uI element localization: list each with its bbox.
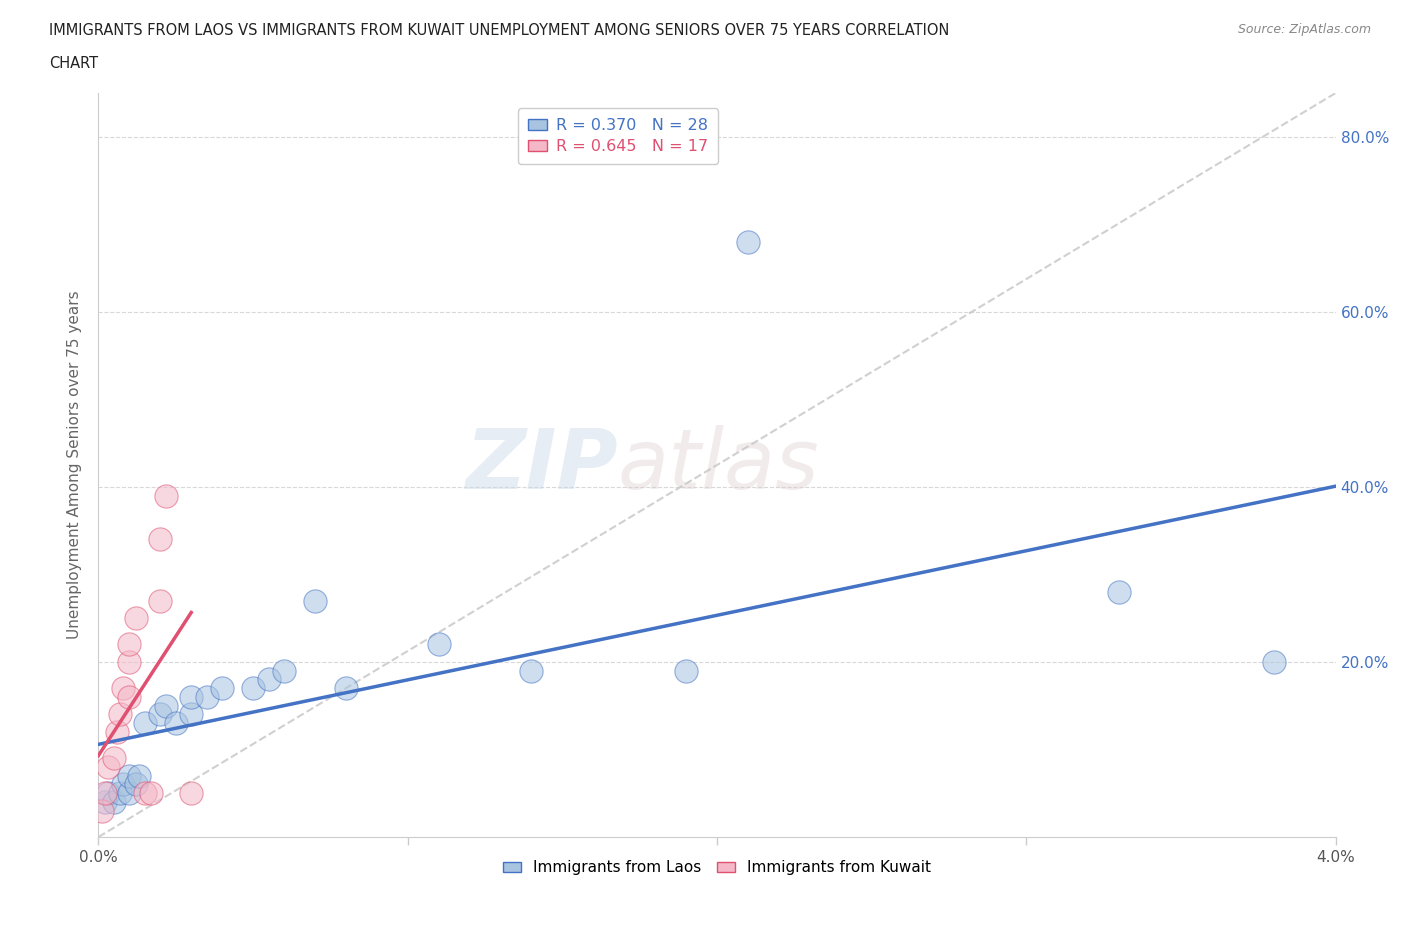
Point bbox=[97, 786, 120, 801]
Y-axis label: Unemployment Among Seniors over 75 years: Unemployment Among Seniors over 75 years bbox=[67, 291, 83, 639]
Point bbox=[1263, 655, 1285, 670]
Point bbox=[112, 681, 135, 696]
Legend: Immigrants from Laos, Immigrants from Kuwait: Immigrants from Laos, Immigrants from Ku… bbox=[496, 855, 938, 882]
Point bbox=[108, 707, 131, 722]
Point bbox=[149, 593, 172, 608]
Point bbox=[134, 786, 156, 801]
Point bbox=[520, 663, 543, 678]
Point bbox=[97, 760, 120, 775]
Point bbox=[149, 532, 172, 547]
Point bbox=[155, 488, 177, 503]
Point bbox=[427, 637, 450, 652]
Point bbox=[105, 724, 128, 739]
Point bbox=[180, 786, 202, 801]
Point bbox=[155, 698, 177, 713]
Point bbox=[304, 593, 326, 608]
Point bbox=[103, 794, 125, 809]
Text: IMMIGRANTS FROM LAOS VS IMMIGRANTS FROM KUWAIT UNEMPLOYMENT AMONG SENIORS OVER 7: IMMIGRANTS FROM LAOS VS IMMIGRANTS FROM … bbox=[49, 23, 949, 38]
Point bbox=[112, 777, 135, 792]
Point bbox=[90, 804, 112, 818]
Point bbox=[93, 786, 115, 801]
Point bbox=[211, 681, 233, 696]
Point bbox=[118, 655, 141, 670]
Point bbox=[242, 681, 264, 696]
Point bbox=[93, 794, 115, 809]
Text: atlas: atlas bbox=[619, 424, 820, 506]
Point bbox=[273, 663, 295, 678]
Point bbox=[108, 786, 131, 801]
Point bbox=[139, 786, 162, 801]
Point bbox=[118, 786, 141, 801]
Text: ZIP: ZIP bbox=[465, 424, 619, 506]
Point bbox=[128, 768, 150, 783]
Point bbox=[257, 672, 280, 687]
Point bbox=[103, 751, 125, 765]
Point bbox=[134, 716, 156, 731]
Point bbox=[118, 637, 141, 652]
Text: Source: ZipAtlas.com: Source: ZipAtlas.com bbox=[1237, 23, 1371, 36]
Point bbox=[737, 234, 759, 249]
Point bbox=[165, 716, 187, 731]
Point bbox=[675, 663, 697, 678]
Text: CHART: CHART bbox=[49, 56, 98, 71]
Point bbox=[149, 707, 172, 722]
Point bbox=[180, 689, 202, 704]
Point bbox=[118, 768, 141, 783]
Point bbox=[195, 689, 218, 704]
Point bbox=[1108, 584, 1130, 599]
Point bbox=[124, 611, 146, 626]
Point bbox=[124, 777, 146, 792]
Point bbox=[180, 707, 202, 722]
Point bbox=[335, 681, 357, 696]
Point bbox=[118, 689, 141, 704]
